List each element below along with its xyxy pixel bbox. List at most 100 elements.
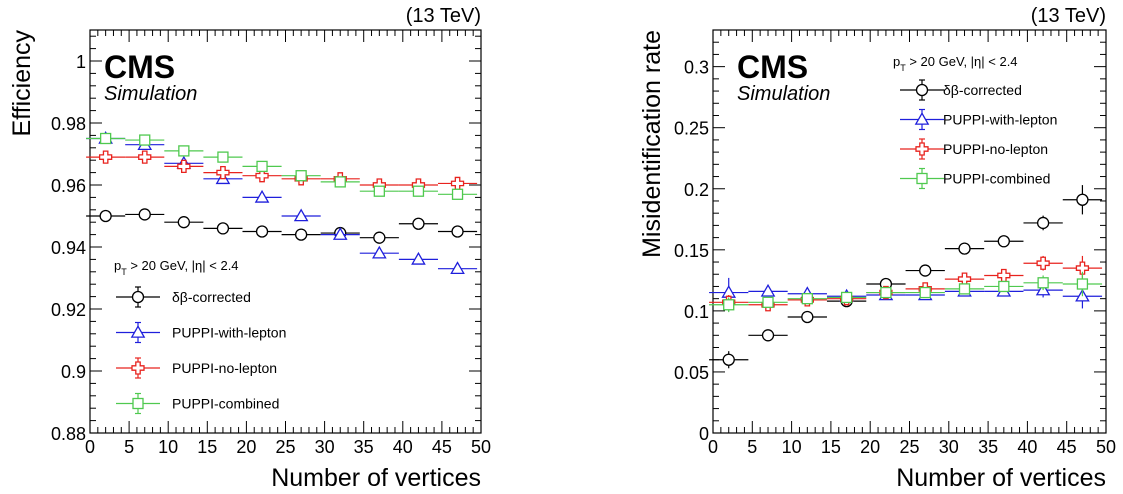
y-tick-label: 0.9 (61, 362, 86, 382)
data-point (373, 185, 385, 197)
data-point (411, 251, 426, 265)
data-point (997, 235, 1010, 248)
legend-label: δβ-corrected (172, 289, 251, 305)
series-PUPPI-combined (86, 132, 478, 200)
data-point (332, 227, 348, 240)
data-point (178, 145, 190, 157)
data-point (177, 159, 191, 174)
data-point (412, 217, 425, 230)
x-tick-label: 10 (158, 437, 178, 457)
data-point (760, 283, 776, 297)
data-point (450, 261, 465, 275)
x-tick-label: 40 (1017, 437, 1037, 457)
y-tick-label: 0.92 (51, 300, 86, 320)
data-point (451, 225, 464, 238)
legend-entry: PUPPI-with-lepton (116, 321, 286, 344)
data-point (98, 150, 113, 164)
data-point (761, 329, 775, 342)
y-tick-label: 0.88 (51, 424, 86, 444)
legend-entry: PUPPI-combined (900, 167, 1050, 190)
x-tick-label: 15 (197, 437, 217, 457)
data-point (1037, 277, 1049, 289)
simulation-label: Simulation (104, 83, 197, 105)
legend-entry: PUPPI-no-lepton (900, 138, 1048, 160)
x-tick-label: 50 (471, 437, 491, 457)
x-tick-label: 5 (747, 437, 757, 457)
data-point (958, 242, 971, 255)
legend-marker (914, 111, 930, 125)
y-tick-label: 1 (76, 52, 86, 72)
x-tick-label: 45 (432, 437, 452, 457)
legend-marker (132, 397, 144, 410)
data-point (256, 160, 268, 173)
data-point (177, 216, 190, 229)
legend-entry: δβ-corrected (116, 286, 251, 308)
data-point (139, 134, 151, 146)
x-tick-label: 30 (939, 437, 959, 457)
legend-label: δβ-corrected (943, 82, 1022, 98)
legend-label: PUPPI-combined (943, 171, 1050, 187)
data-point (373, 231, 386, 244)
legend-label: PUPPI-with-lepton (172, 325, 286, 341)
x-axis-title: Number of vertices (896, 464, 1106, 492)
data-point (216, 222, 230, 235)
y-tick-label: 0.2 (684, 180, 709, 200)
data-point (801, 310, 814, 324)
x-tick-label: 25 (899, 437, 919, 457)
y-tick-label: 0.15 (674, 241, 709, 261)
data-point (723, 299, 735, 311)
x-tick-label: 30 (315, 437, 335, 457)
x-tick-label: 45 (1057, 437, 1077, 457)
legend-label: PUPPI-combined (172, 396, 279, 412)
simulation-label: Simulation (737, 83, 830, 105)
data-point (451, 188, 464, 200)
data-point (880, 286, 892, 299)
data-point (294, 228, 308, 241)
y-tick-label: 0.98 (51, 114, 86, 134)
x-tick-label: 5 (124, 437, 134, 457)
data-point (762, 296, 774, 308)
legend-marker (131, 361, 145, 375)
legend-marker (131, 290, 145, 304)
y-tick-label: 0.05 (674, 363, 709, 383)
x-tick-label: 25 (275, 437, 295, 457)
data-point (334, 176, 346, 188)
x-tick-label: 35 (978, 437, 998, 457)
data-point (998, 280, 1010, 293)
data-point (1036, 216, 1050, 230)
series-PUPPI-no-lepton (86, 150, 478, 192)
data-point (1076, 193, 1089, 206)
x-tick-label: 20 (860, 437, 880, 457)
x-tick-label: 0 (85, 437, 95, 457)
data-point (801, 293, 813, 305)
y-tick-label: 0.96 (51, 176, 86, 196)
x-tick-label: 15 (821, 437, 841, 457)
cut-label: pT > 20 GeV, |η| < 2.4 (114, 258, 239, 277)
data-point (997, 268, 1011, 283)
legend-label: PUPPI-no-lepton (172, 360, 277, 376)
data-point (450, 176, 465, 191)
data-point (293, 208, 309, 222)
legend-marker (915, 142, 929, 156)
x-axis-title: Number of vertices (271, 464, 481, 492)
data-point (1036, 256, 1050, 270)
data-point (99, 209, 112, 223)
y-axis-title: Efficiency (8, 30, 36, 137)
cms-label: CMS (104, 49, 175, 85)
data-point (722, 353, 735, 366)
legend-marker (130, 324, 146, 338)
y-tick-label: 0.1 (684, 302, 709, 322)
y-tick-label: 0.94 (51, 238, 86, 258)
y-tick-label: 0.3 (684, 58, 709, 78)
legend-label: PUPPI-no-lepton (943, 141, 1048, 157)
legend-entry: δβ-corrected (900, 79, 1022, 101)
cms-label: CMS (737, 49, 808, 85)
data-point (919, 264, 932, 277)
data-point (255, 225, 269, 238)
data-point (254, 189, 270, 203)
y-axis-title: Misidentification rate (638, 30, 666, 258)
data-point (1075, 261, 1090, 275)
data-point (958, 283, 971, 295)
legend-entry: PUPPI-combined (116, 392, 279, 415)
data-point (138, 150, 152, 164)
